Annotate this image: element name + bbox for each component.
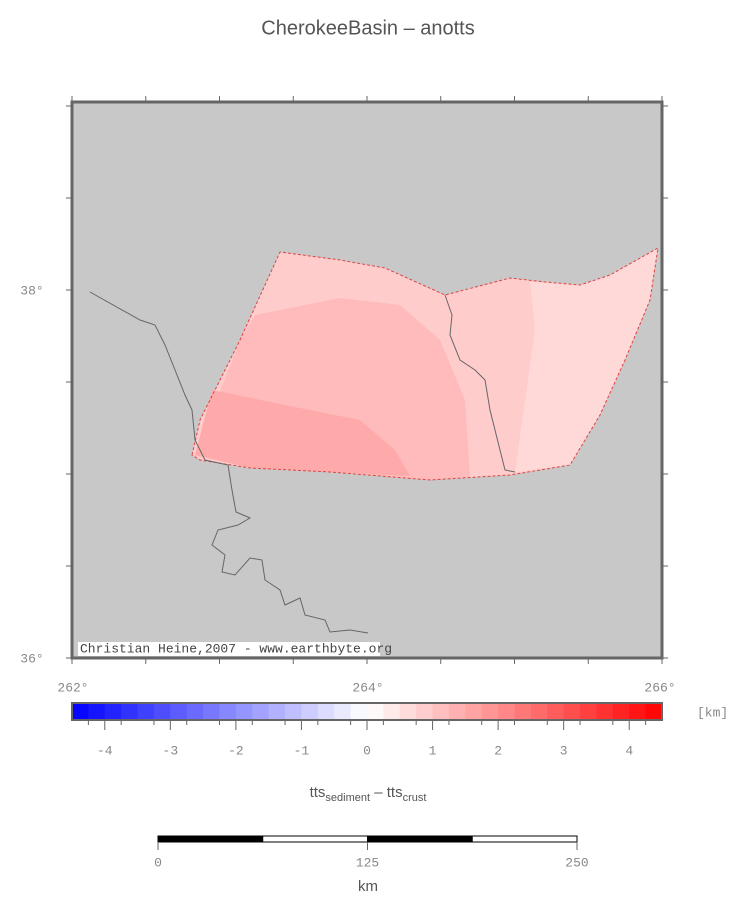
colorbar-swatch (416, 703, 434, 720)
colorbar-swatch (481, 703, 499, 720)
lon-label: 262° (57, 680, 88, 695)
region-dark (195, 390, 410, 476)
colorbar-swatch (317, 703, 335, 720)
colorbar-swatch (645, 703, 663, 720)
colorbar-swatch (137, 703, 155, 720)
scalebar-segment (157, 835, 264, 843)
colorbar-swatch (563, 703, 581, 720)
label-part: – tts (370, 784, 403, 801)
colorbar-tick-label: 2 (494, 743, 502, 758)
credit: Christian Heine,2007 - www.earthbyte.org (80, 641, 392, 656)
colorbar-tick-label: 3 (560, 743, 568, 758)
colorbar-tick-label: -4 (97, 743, 113, 758)
colorbar-swatch (252, 703, 270, 720)
scalebar: 0 125 250 (154, 835, 589, 870)
lon-label: 266° (644, 680, 675, 695)
scalebar-tick-label: 250 (565, 855, 588, 870)
colorbar-tick-label: 1 (429, 743, 437, 758)
colorbar-tick-label: 4 (625, 743, 633, 758)
label-sub: sediment (325, 792, 370, 804)
colorbar-swatch (432, 703, 450, 720)
colorbar-swatch (514, 703, 532, 720)
colorbar-swatch (530, 703, 548, 720)
colorbar-label: ttssediment – ttscrust (310, 784, 427, 804)
colorbar-swatch (121, 703, 139, 720)
colorbar-swatch (153, 703, 171, 720)
colorbar-swatch (399, 703, 417, 720)
scalebar-unit: km (358, 878, 378, 895)
region-light (515, 248, 658, 472)
colorbar-swatch (235, 703, 253, 720)
colorbar-swatch (203, 703, 220, 720)
lat-label: 38° (20, 283, 43, 298)
colorbar-swatch (72, 703, 89, 720)
colorbar-swatch (285, 703, 302, 720)
region-outline (191, 247, 659, 481)
colorbar-unit: [km] (697, 705, 728, 720)
scalebar-tick-label: 0 (154, 855, 162, 870)
colorbar: -4 -3 -2 -1 0 1 2 3 4 (71, 702, 663, 758)
colorbar-swatch (580, 703, 597, 720)
scalebar-segment (262, 835, 368, 843)
credit-box (78, 642, 380, 656)
colorbar-swatch (219, 703, 237, 720)
colorbar-swatch (596, 703, 614, 720)
colorbar-swatch (465, 703, 483, 720)
colorbar-tick-label: -3 (163, 743, 179, 758)
colorbar-swatch (186, 703, 204, 720)
lon-label: 264° (352, 680, 383, 695)
scalebar-tick-label: 125 (356, 855, 379, 870)
colorbar-tick-label: 0 (363, 743, 371, 758)
colorbar-swatch (612, 703, 630, 720)
colorbar-tick-label: -1 (294, 743, 310, 758)
colorbar-swatch (88, 703, 106, 720)
colorbar-swatch (383, 703, 401, 720)
colorbar-tick-label: -2 (228, 743, 244, 758)
label-part: tts (310, 784, 326, 801)
map: Christian Heine,2007 - www.earthbyte.org… (20, 100, 676, 695)
colorbar-swatch (301, 703, 319, 720)
lat-label: 36° (20, 651, 43, 666)
colorbar-swatch (334, 703, 352, 720)
scalebar-segment (367, 835, 473, 843)
colorbar-swatch (104, 703, 122, 720)
colorbar-swatch (170, 703, 188, 720)
colorbar-swatch (367, 703, 384, 720)
colorbar-swatch (629, 703, 647, 720)
label-sub: crust (403, 792, 427, 804)
river (89, 291, 369, 634)
colorbar-swatch (498, 703, 515, 720)
colorbar-frame (71, 702, 663, 721)
title: CherokeeBasin – anotts (261, 17, 474, 39)
boundary (444, 294, 516, 473)
colorbar-swatch (268, 703, 286, 720)
colorbar-swatch (448, 703, 466, 720)
colorbar-swatch (547, 703, 565, 720)
scalebar-segment (471, 835, 578, 843)
colorbar-swatch (350, 703, 368, 720)
